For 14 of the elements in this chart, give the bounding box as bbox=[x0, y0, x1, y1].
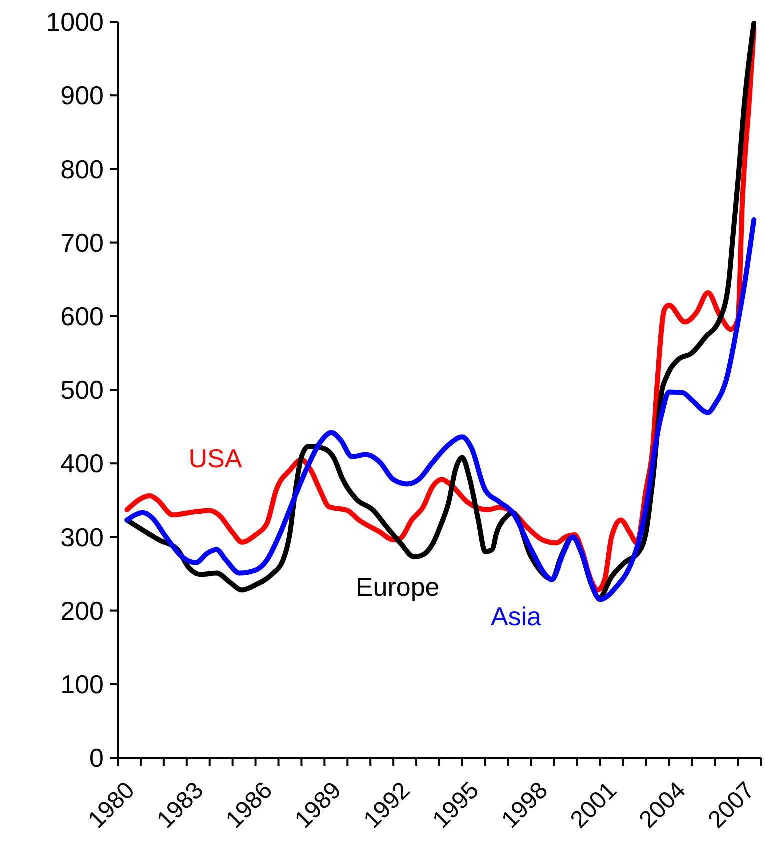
series-label: USA bbox=[188, 443, 243, 474]
y-tick-label: 700 bbox=[60, 228, 104, 258]
y-tick-label: 0 bbox=[90, 743, 104, 774]
y-tick-label: 800 bbox=[60, 154, 104, 184]
y-tick-label: 1000 bbox=[46, 7, 104, 38]
y-tick-label: 400 bbox=[60, 448, 104, 479]
series-label: Europe bbox=[356, 572, 440, 602]
y-tick-label: 200 bbox=[60, 596, 104, 626]
y-tick-label: 500 bbox=[60, 375, 104, 406]
y-tick-label: 300 bbox=[60, 522, 104, 552]
y-tick-label: 600 bbox=[60, 302, 104, 332]
y-tick-label: 100 bbox=[60, 670, 104, 700]
series-label: Asia bbox=[490, 602, 542, 632]
y-tick-label: 900 bbox=[60, 80, 104, 111]
